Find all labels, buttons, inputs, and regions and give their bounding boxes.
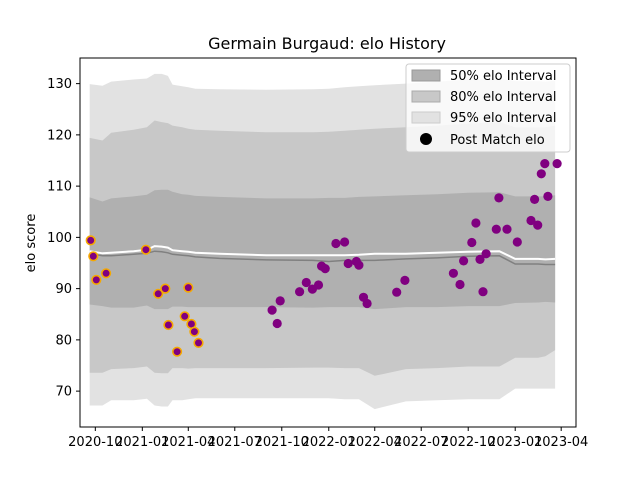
post-match-elo-point [362, 298, 372, 309]
post-match-elo-point [502, 224, 512, 234]
post-match-elo-point [91, 274, 102, 286]
post-match-elo-point [448, 268, 458, 278]
post-match-elo-point [478, 287, 488, 297]
post-match-elo-point [272, 318, 282, 329]
post-match-elo-point [491, 224, 501, 234]
post-match-elo-point [313, 280, 324, 290]
post-match-elo-point [354, 260, 364, 270]
y-tick-label: 100 [47, 231, 72, 246]
post-match-elo-point [392, 287, 402, 297]
post-match-elo-point [267, 305, 277, 315]
y-tick-label: 70 [55, 385, 72, 400]
y-tick-label: 80 [55, 333, 72, 348]
post-match-elo-point [160, 283, 171, 294]
legend-label-band95: 95% elo Interval [450, 111, 557, 126]
plot-area [85, 73, 562, 410]
legend-frame [405, 63, 571, 153]
x-tick-label: 2021-10 [255, 435, 309, 450]
post-match-elo-point [343, 258, 353, 269]
band-50-interval [89, 189, 556, 310]
y-tick-label: 120 [47, 128, 72, 143]
post-match-elo-point [512, 237, 522, 247]
post-match-elo-point [494, 193, 504, 203]
post-match-elo-point [331, 238, 341, 249]
post-match-elo-point [320, 264, 330, 274]
post-match-elo-point [467, 237, 477, 248]
y-tick-label: 110 [47, 180, 72, 195]
axes: 7080901001101201302020-102021-012021-042… [47, 57, 588, 450]
post-match-elo-point [100, 268, 112, 279]
post-match-elo-point [179, 311, 190, 322]
post-match-elo-point [163, 319, 174, 331]
post-match-elo-point [295, 287, 305, 297]
post-match-elo-point [340, 237, 350, 247]
legend-marker-points [420, 133, 432, 145]
post-match-elo-point [543, 191, 553, 201]
post-match-elo-point [153, 288, 164, 299]
legend-swatch-band80 [411, 90, 441, 103]
x-tick-label: 2021-01 [115, 435, 169, 450]
post-match-elo-point [459, 256, 469, 266]
post-match-elo-point [193, 337, 204, 349]
post-match-elo-point [481, 249, 491, 259]
legend-label-band50: 50% elo Interval [450, 69, 557, 84]
post-match-elo-point [183, 282, 194, 293]
post-match-elo-point [540, 159, 550, 169]
x-tick-label: 2023-04 [534, 435, 588, 450]
post-match-elo-point [301, 277, 311, 288]
legend-swatch-band50 [411, 69, 441, 82]
x-tick-label: 2021-07 [208, 435, 262, 450]
legend-label-band80: 80% elo Interval [450, 90, 557, 105]
x-tick-label: 2021-04 [161, 435, 215, 450]
post-match-elo-point [85, 235, 96, 246]
axes-frame [79, 57, 577, 428]
post-match-elo-point [475, 254, 485, 264]
post-match-elo-point [88, 251, 99, 262]
chart-title: Germain Burgaud: elo History [208, 34, 446, 53]
x-tick-label: 2022-10 [441, 435, 495, 450]
x-tick-label: 2022-01 [302, 435, 356, 450]
post-match-elo-point [275, 296, 285, 306]
x-tick-label: 2023-01 [488, 435, 542, 450]
y-tick-label: 130 [47, 77, 72, 92]
post-match-elo-point [140, 244, 151, 255]
post-match-elo-point [533, 220, 543, 230]
x-tick-label: 2020-10 [68, 435, 122, 450]
post-match-elo-point [552, 159, 562, 169]
post-match-elo-point [526, 215, 536, 226]
post-match-elo-point [400, 275, 410, 285]
post-match-elo-point [189, 326, 200, 337]
x-tick-label: 2022-07 [394, 435, 448, 450]
y-tick-label: 90 [55, 282, 72, 297]
post-match-elo-point [471, 218, 481, 228]
x-tick-label: 2022-04 [348, 435, 402, 450]
post-match-elo-point [172, 346, 183, 357]
legend: 50% elo Interval 80% elo Interval 95% el… [405, 63, 571, 153]
legend-swatch-band95 [411, 111, 441, 124]
legend-label-points: Post Match elo [450, 133, 545, 148]
post-match-elo-point [536, 169, 546, 179]
post-match-elo-point [530, 194, 540, 204]
y-axis-title: elo score [24, 214, 39, 273]
post-match-elo-point [455, 279, 465, 290]
